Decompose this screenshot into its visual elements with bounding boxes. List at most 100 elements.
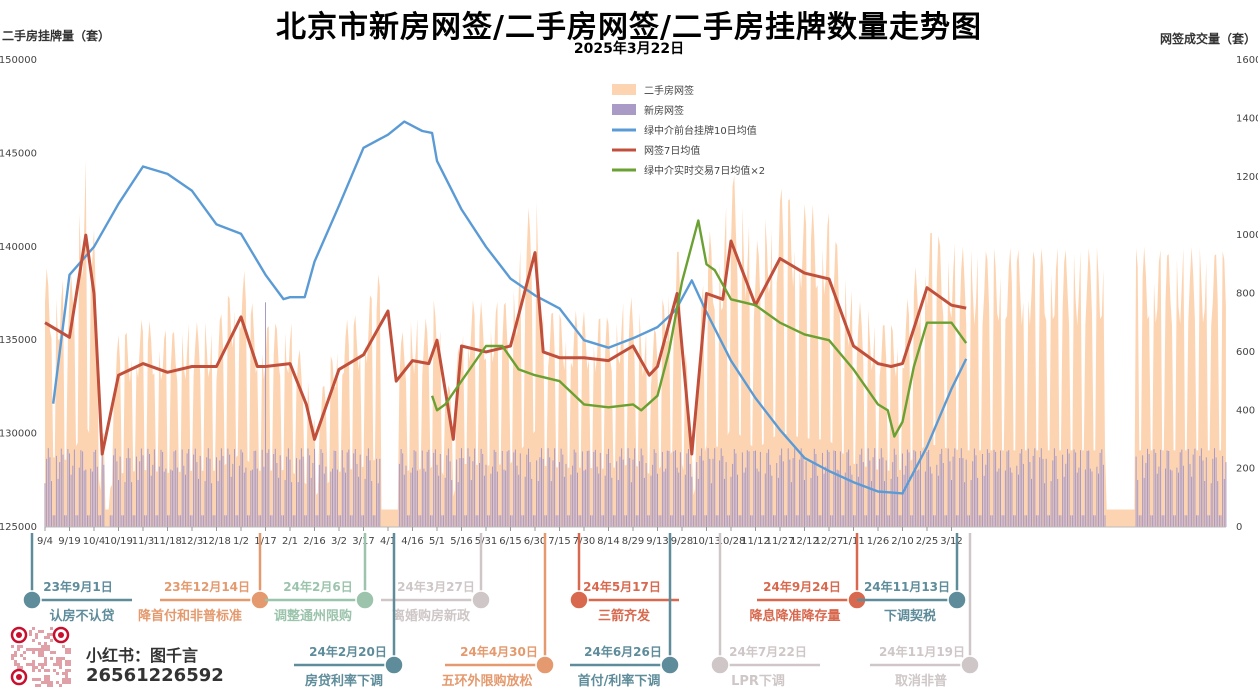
new-sign-bar: [554, 448, 556, 527]
new-sign-bar: [822, 452, 823, 527]
new-sign-bar: [877, 515, 879, 527]
qr-cell: [56, 660, 59, 663]
qr-cell: [59, 660, 62, 663]
new-sign-bar: [129, 458, 131, 527]
new-sign-bar: [776, 463, 778, 527]
new-sign-bar: [325, 466, 327, 527]
new-sign-bar: [591, 515, 593, 527]
new-sign-bar: [639, 461, 640, 527]
new-sign-bar: [379, 458, 381, 527]
new-sign-bar: [44, 483, 46, 527]
new-sign-bar: [699, 455, 701, 527]
new-sign-bar: [735, 453, 737, 527]
new-sign-bar: [405, 465, 407, 527]
new-sign-bar: [581, 451, 583, 527]
new-sign-bar: [1058, 515, 1060, 527]
new-sign-bar: [934, 515, 936, 527]
new-sign-bar: [866, 515, 868, 527]
new-sign-bar: [1138, 515, 1140, 527]
new-sign-bar: [763, 515, 765, 527]
new-sign-bar: [103, 464, 105, 527]
new-sign-bar: [235, 515, 237, 527]
y-right-tick-label: 1600: [1236, 55, 1258, 66]
new-sign-bar: [114, 448, 116, 527]
new-sign-bar: [289, 459, 291, 527]
new-sign-bar: [921, 515, 923, 527]
x-tick-label: 12/3: [181, 536, 203, 547]
new-sign-bar: [452, 515, 454, 527]
new-sign-bar: [75, 515, 77, 527]
new-sign-bar: [234, 449, 235, 527]
new-sign-bar: [916, 470, 918, 527]
qr-cell: [65, 648, 68, 651]
new-sign-bar: [292, 515, 294, 527]
new-sign-bar: [784, 515, 786, 527]
new-sign-bar: [764, 473, 766, 527]
qr-cell: [50, 651, 53, 654]
event-marker: [960, 655, 980, 675]
new-sign-bar: [588, 450, 590, 527]
qr-cell: [38, 630, 41, 633]
new-sign-bar: [666, 450, 668, 527]
new-sign-bar: [371, 481, 373, 527]
new-sign-bar: [1155, 452, 1157, 527]
new-sign-bar: [477, 515, 479, 527]
new-sign-bar: [201, 515, 203, 527]
x-tick-label: 12/12: [790, 536, 819, 547]
new-sign-bar: [604, 475, 606, 527]
event-marker: [660, 655, 680, 675]
qr-cell: [32, 639, 35, 642]
qr-cell: [14, 660, 17, 663]
new-sign-bar: [183, 465, 185, 527]
qr-cell: [62, 645, 65, 648]
new-sign-bar: [926, 451, 928, 527]
new-sign-bar: [1019, 453, 1021, 527]
qr-cell: [65, 651, 68, 654]
new-sign-bar: [312, 463, 314, 527]
new-sign-bar: [621, 448, 623, 527]
new-sign-bar: [1135, 456, 1137, 527]
new-sign-bar: [1182, 465, 1184, 527]
new-sign-bar: [839, 451, 841, 527]
new-sign-bar: [88, 515, 90, 527]
new-sign-bar: [715, 515, 717, 527]
new-sign-bar: [1057, 479, 1059, 527]
new-sign-bar: [137, 480, 139, 527]
new-sign-bar: [206, 457, 208, 527]
new-sign-bar: [349, 515, 351, 527]
new-sign-bar: [96, 466, 98, 527]
new-sign-bar: [552, 460, 554, 527]
new-sign-bar: [485, 464, 487, 527]
qr-cell: [41, 630, 44, 633]
new-sign-bar: [562, 454, 564, 527]
new-sign-bar: [119, 456, 121, 527]
event-label: 调整通州限购: [274, 608, 352, 624]
new-sign-bar: [630, 482, 632, 527]
new-sign-bar: [797, 515, 799, 527]
x-tick-label: 9/13: [646, 536, 668, 547]
new-sign-bar: [944, 515, 946, 527]
new-sign-bar: [1086, 450, 1088, 527]
new-sign-bar: [49, 457, 51, 527]
new-sign-bar: [291, 482, 293, 527]
new-sign-bar: [1210, 483, 1212, 527]
new-sign-bar: [199, 455, 201, 527]
new-sign-bar: [467, 448, 469, 527]
new-sign-bar: [681, 515, 683, 527]
new-sign-bar: [857, 476, 859, 527]
new-sign-bar: [1212, 458, 1214, 527]
new-sign-bar: [433, 452, 435, 527]
new-sign-bar: [768, 449, 770, 527]
new-sign-bar: [1021, 449, 1023, 527]
qr-cell: [35, 636, 38, 639]
new-sign-bar: [338, 515, 340, 527]
qr-cell: [38, 663, 41, 666]
qr-cell: [68, 678, 71, 681]
new-sign-bar: [862, 462, 864, 527]
new-sign-bar: [740, 515, 742, 527]
qr-cell: [47, 633, 50, 636]
new-sign-bar: [247, 515, 248, 527]
new-sign-bar: [441, 515, 443, 527]
qr-finder-dot: [16, 674, 22, 680]
